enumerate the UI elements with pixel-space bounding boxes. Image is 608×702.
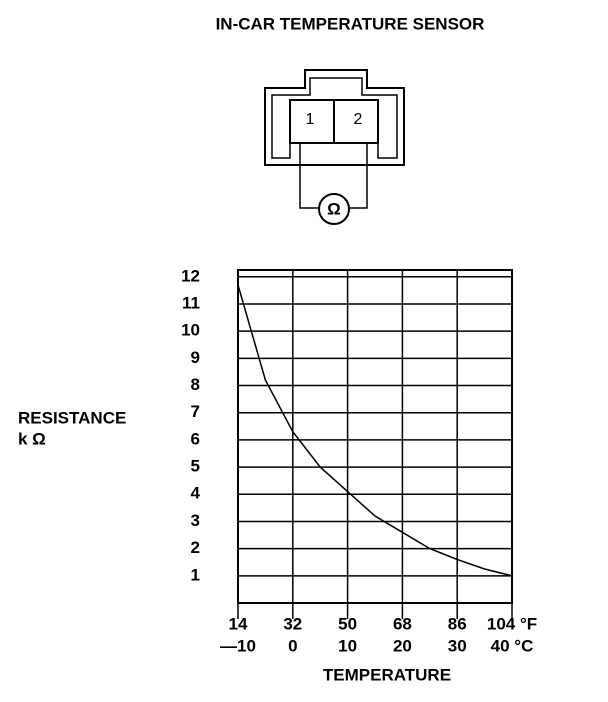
x-tick-label-fahrenheit: 68 xyxy=(393,614,412,633)
x-axis-label: TEMPERATURE xyxy=(323,665,451,684)
y-tick-label: 12 xyxy=(181,266,200,285)
y-tick-label: 10 xyxy=(181,321,200,340)
y-tick-label: 3 xyxy=(191,511,200,530)
y-tick-label: 11 xyxy=(182,293,200,312)
connector-inner xyxy=(271,77,398,159)
y-axis-label: k Ω xyxy=(18,429,46,448)
y-tick-label: 5 xyxy=(191,457,200,476)
y-tick-label: 1 xyxy=(191,565,200,584)
y-tick-label: 2 xyxy=(191,538,200,557)
pin-label: 2 xyxy=(354,111,363,128)
x-tick-label: 20 xyxy=(393,636,412,655)
y-tick-label: 4 xyxy=(191,484,201,503)
wire xyxy=(349,143,368,209)
pin-area xyxy=(289,99,379,144)
y-tick-label: 8 xyxy=(191,375,200,394)
x-tick-label: 40 °C xyxy=(491,636,534,655)
x-tick-label-fahrenheit: 86 xyxy=(448,614,467,633)
x-tick-label: 0 xyxy=(288,636,297,655)
x-tick-label-fahrenheit: 50 xyxy=(338,614,357,633)
title: IN-CAR TEMPERATURE SENSOR xyxy=(216,14,485,33)
y-tick-label: 9 xyxy=(191,348,200,367)
x-tick-label-fahrenheit: 104 °F xyxy=(487,614,537,633)
x-tick-label: —10 xyxy=(220,636,256,655)
y-tick-label: 7 xyxy=(191,402,200,421)
x-tick-label: 10 xyxy=(338,636,357,655)
y-tick-label: 6 xyxy=(191,429,200,448)
line xyxy=(237,284,513,577)
connector xyxy=(264,69,405,225)
plot-frame xyxy=(237,269,513,604)
x-tick-label: 30 xyxy=(448,636,467,655)
x-tick-label-fahrenheit: 32 xyxy=(283,614,302,633)
pin-label: 1 xyxy=(306,111,315,128)
meter-symbol: Ω xyxy=(327,199,341,218)
ohmmeter xyxy=(318,193,350,225)
wire xyxy=(299,143,319,209)
connector-body xyxy=(264,69,405,166)
y-axis-label: RESISTANCE xyxy=(18,408,126,427)
x-tick-label-fahrenheit: 14 xyxy=(229,614,248,633)
